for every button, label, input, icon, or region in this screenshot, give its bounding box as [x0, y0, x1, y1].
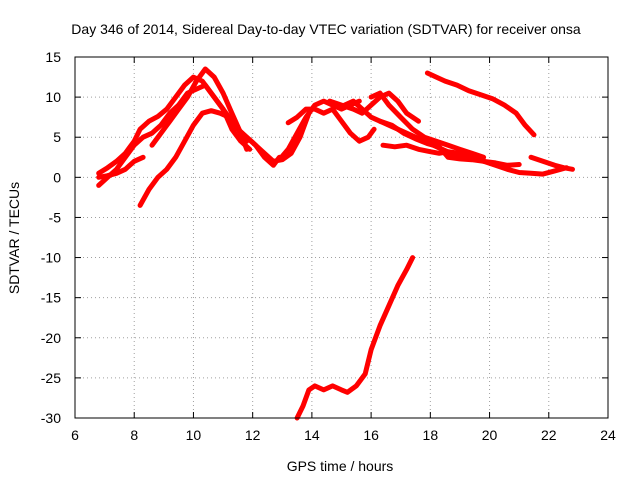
y-tick-label: 10: [45, 89, 61, 105]
series-arc-9: [327, 90, 421, 124]
x-tick-label: 12: [245, 427, 261, 443]
y-axis-label: SDTVAR / TECUs: [6, 182, 22, 294]
series-arc-14: [424, 70, 537, 138]
y-tick-label: -5: [49, 209, 62, 225]
series-arc-16: [294, 255, 416, 421]
x-tick-label: 6: [71, 427, 79, 443]
y-tick-label: -10: [41, 250, 61, 266]
series-arc-10: [368, 90, 487, 160]
y-tick-label: -25: [41, 370, 61, 386]
tick-layer: 6 8 10 12 14 16 18 20 22 24 -30 -25 -20 -15 -10 -5 0 5 10 1…: [41, 49, 616, 443]
x-tick-label: 18: [423, 427, 439, 443]
x-tick-label: 10: [186, 427, 202, 443]
x-tick-label: 22: [541, 427, 557, 443]
series-arc-13: [377, 118, 522, 168]
y-tick-label: 5: [53, 129, 61, 145]
x-tick-label: 16: [363, 427, 379, 443]
x-tick-label: 8: [130, 427, 138, 443]
x-axis-label: GPS time / hours: [287, 458, 394, 474]
x-tick-label: 20: [482, 427, 498, 443]
y-tick-label: -20: [41, 330, 61, 346]
series-arc-2: [96, 82, 253, 188]
y-tick-label: 0: [53, 169, 61, 185]
series-layer: [96, 66, 575, 421]
x-tick-label: 14: [304, 427, 320, 443]
series-arc-8: [285, 106, 377, 144]
y-tick-label: -30: [41, 410, 61, 426]
series-arc-6: [235, 110, 312, 164]
chart-title: Day 346 of 2014, Sidereal Day-to-day VTE…: [71, 21, 581, 37]
plot-frame: [74, 56, 609, 419]
x-tick-label: 24: [600, 427, 616, 443]
series-arc-3: [96, 154, 146, 180]
grid-layer: [75, 57, 608, 418]
series-arc-4: [149, 66, 250, 152]
y-tick-label: -15: [41, 290, 61, 306]
series-arc-15: [528, 154, 575, 172]
y-tick-label: 15: [45, 49, 61, 65]
